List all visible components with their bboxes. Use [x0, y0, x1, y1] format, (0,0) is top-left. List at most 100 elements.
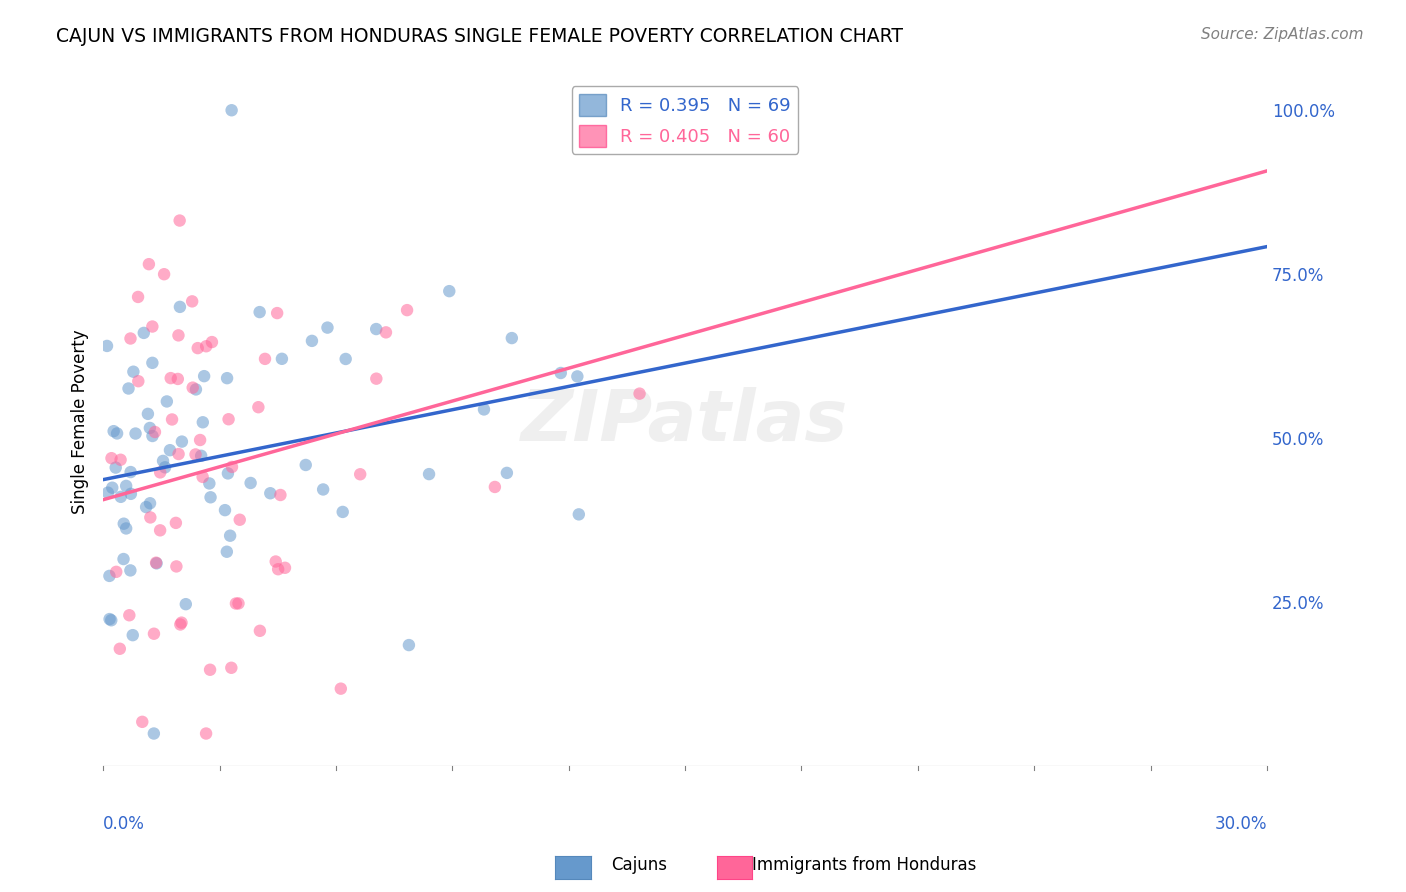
Point — [169, 300, 191, 314]
Point — [136, 407, 159, 421]
Point — [120, 563, 142, 577]
Point — [190, 449, 212, 463]
Point — [294, 458, 316, 472]
Point — [120, 487, 142, 501]
Point — [253, 351, 276, 366]
Point — [127, 374, 149, 388]
Point — [269, 488, 291, 502]
Point — [349, 467, 371, 482]
Point — [247, 400, 270, 414]
Point — [312, 483, 335, 497]
Y-axis label: Single Female Poverty: Single Female Poverty — [72, 329, 89, 514]
Point — [110, 490, 132, 504]
Point — [249, 305, 271, 319]
Point — [184, 383, 207, 397]
Point — [271, 351, 294, 366]
Point — [100, 451, 122, 466]
Point — [100, 613, 122, 627]
Point — [139, 510, 162, 524]
Point — [225, 597, 247, 611]
Point — [221, 459, 243, 474]
Point — [104, 460, 127, 475]
Point — [105, 426, 128, 441]
Point — [141, 429, 163, 443]
Point — [366, 372, 388, 386]
Point — [159, 443, 181, 458]
Point — [170, 615, 193, 630]
Point — [170, 434, 193, 449]
Point — [301, 334, 323, 348]
Point — [191, 470, 214, 484]
Point — [418, 467, 440, 482]
Point — [117, 382, 139, 396]
Point — [145, 557, 167, 571]
Point — [115, 479, 138, 493]
Point — [152, 454, 174, 468]
Point — [101, 481, 124, 495]
Point — [396, 303, 419, 318]
Point — [174, 597, 197, 611]
Point — [143, 425, 166, 439]
Point — [228, 596, 250, 610]
Point — [159, 371, 181, 385]
Point — [141, 319, 163, 334]
Point — [118, 608, 141, 623]
Point — [188, 433, 211, 447]
Point — [139, 421, 162, 435]
Point — [138, 257, 160, 271]
Text: 30.0%: 30.0% — [1215, 814, 1267, 832]
Point — [259, 486, 281, 500]
Point — [214, 503, 236, 517]
Point — [201, 334, 224, 349]
Point — [160, 412, 183, 426]
Point — [149, 466, 172, 480]
Point — [142, 726, 165, 740]
Point — [375, 326, 398, 340]
Point — [366, 322, 388, 336]
Point — [198, 663, 221, 677]
Point — [195, 339, 218, 353]
Point — [217, 467, 239, 481]
Point — [198, 476, 221, 491]
Point — [167, 447, 190, 461]
Point — [112, 516, 135, 531]
Point — [335, 351, 357, 366]
Point — [139, 496, 162, 510]
Point — [124, 426, 146, 441]
Point — [329, 681, 352, 696]
Point — [108, 641, 131, 656]
Point — [167, 328, 190, 343]
Point — [316, 320, 339, 334]
Point — [115, 521, 138, 535]
Point — [217, 371, 239, 385]
Text: ZIPatlas: ZIPatlas — [522, 387, 849, 457]
Point — [184, 447, 207, 461]
Point — [496, 466, 519, 480]
Point — [141, 356, 163, 370]
Legend: R = 0.395   N = 69, R = 0.405   N = 60: R = 0.395 N = 69, R = 0.405 N = 60 — [572, 87, 799, 154]
Point — [628, 386, 651, 401]
Point — [187, 341, 209, 355]
Point — [472, 402, 495, 417]
Point — [550, 366, 572, 380]
Point — [97, 485, 120, 500]
Text: 0.0%: 0.0% — [103, 814, 145, 832]
Point — [266, 306, 288, 320]
Point — [153, 460, 176, 475]
Point — [195, 726, 218, 740]
Point — [191, 415, 214, 429]
Point — [181, 294, 204, 309]
Text: Immigrants from Honduras: Immigrants from Honduras — [752, 856, 977, 874]
Point — [110, 452, 132, 467]
Point — [131, 714, 153, 729]
Point — [568, 508, 591, 522]
Point — [439, 284, 461, 298]
Point — [567, 369, 589, 384]
Point — [200, 491, 222, 505]
Point — [127, 290, 149, 304]
Point — [165, 559, 187, 574]
Point — [98, 569, 121, 583]
Point — [142, 626, 165, 640]
Point — [218, 412, 240, 426]
Point — [219, 529, 242, 543]
